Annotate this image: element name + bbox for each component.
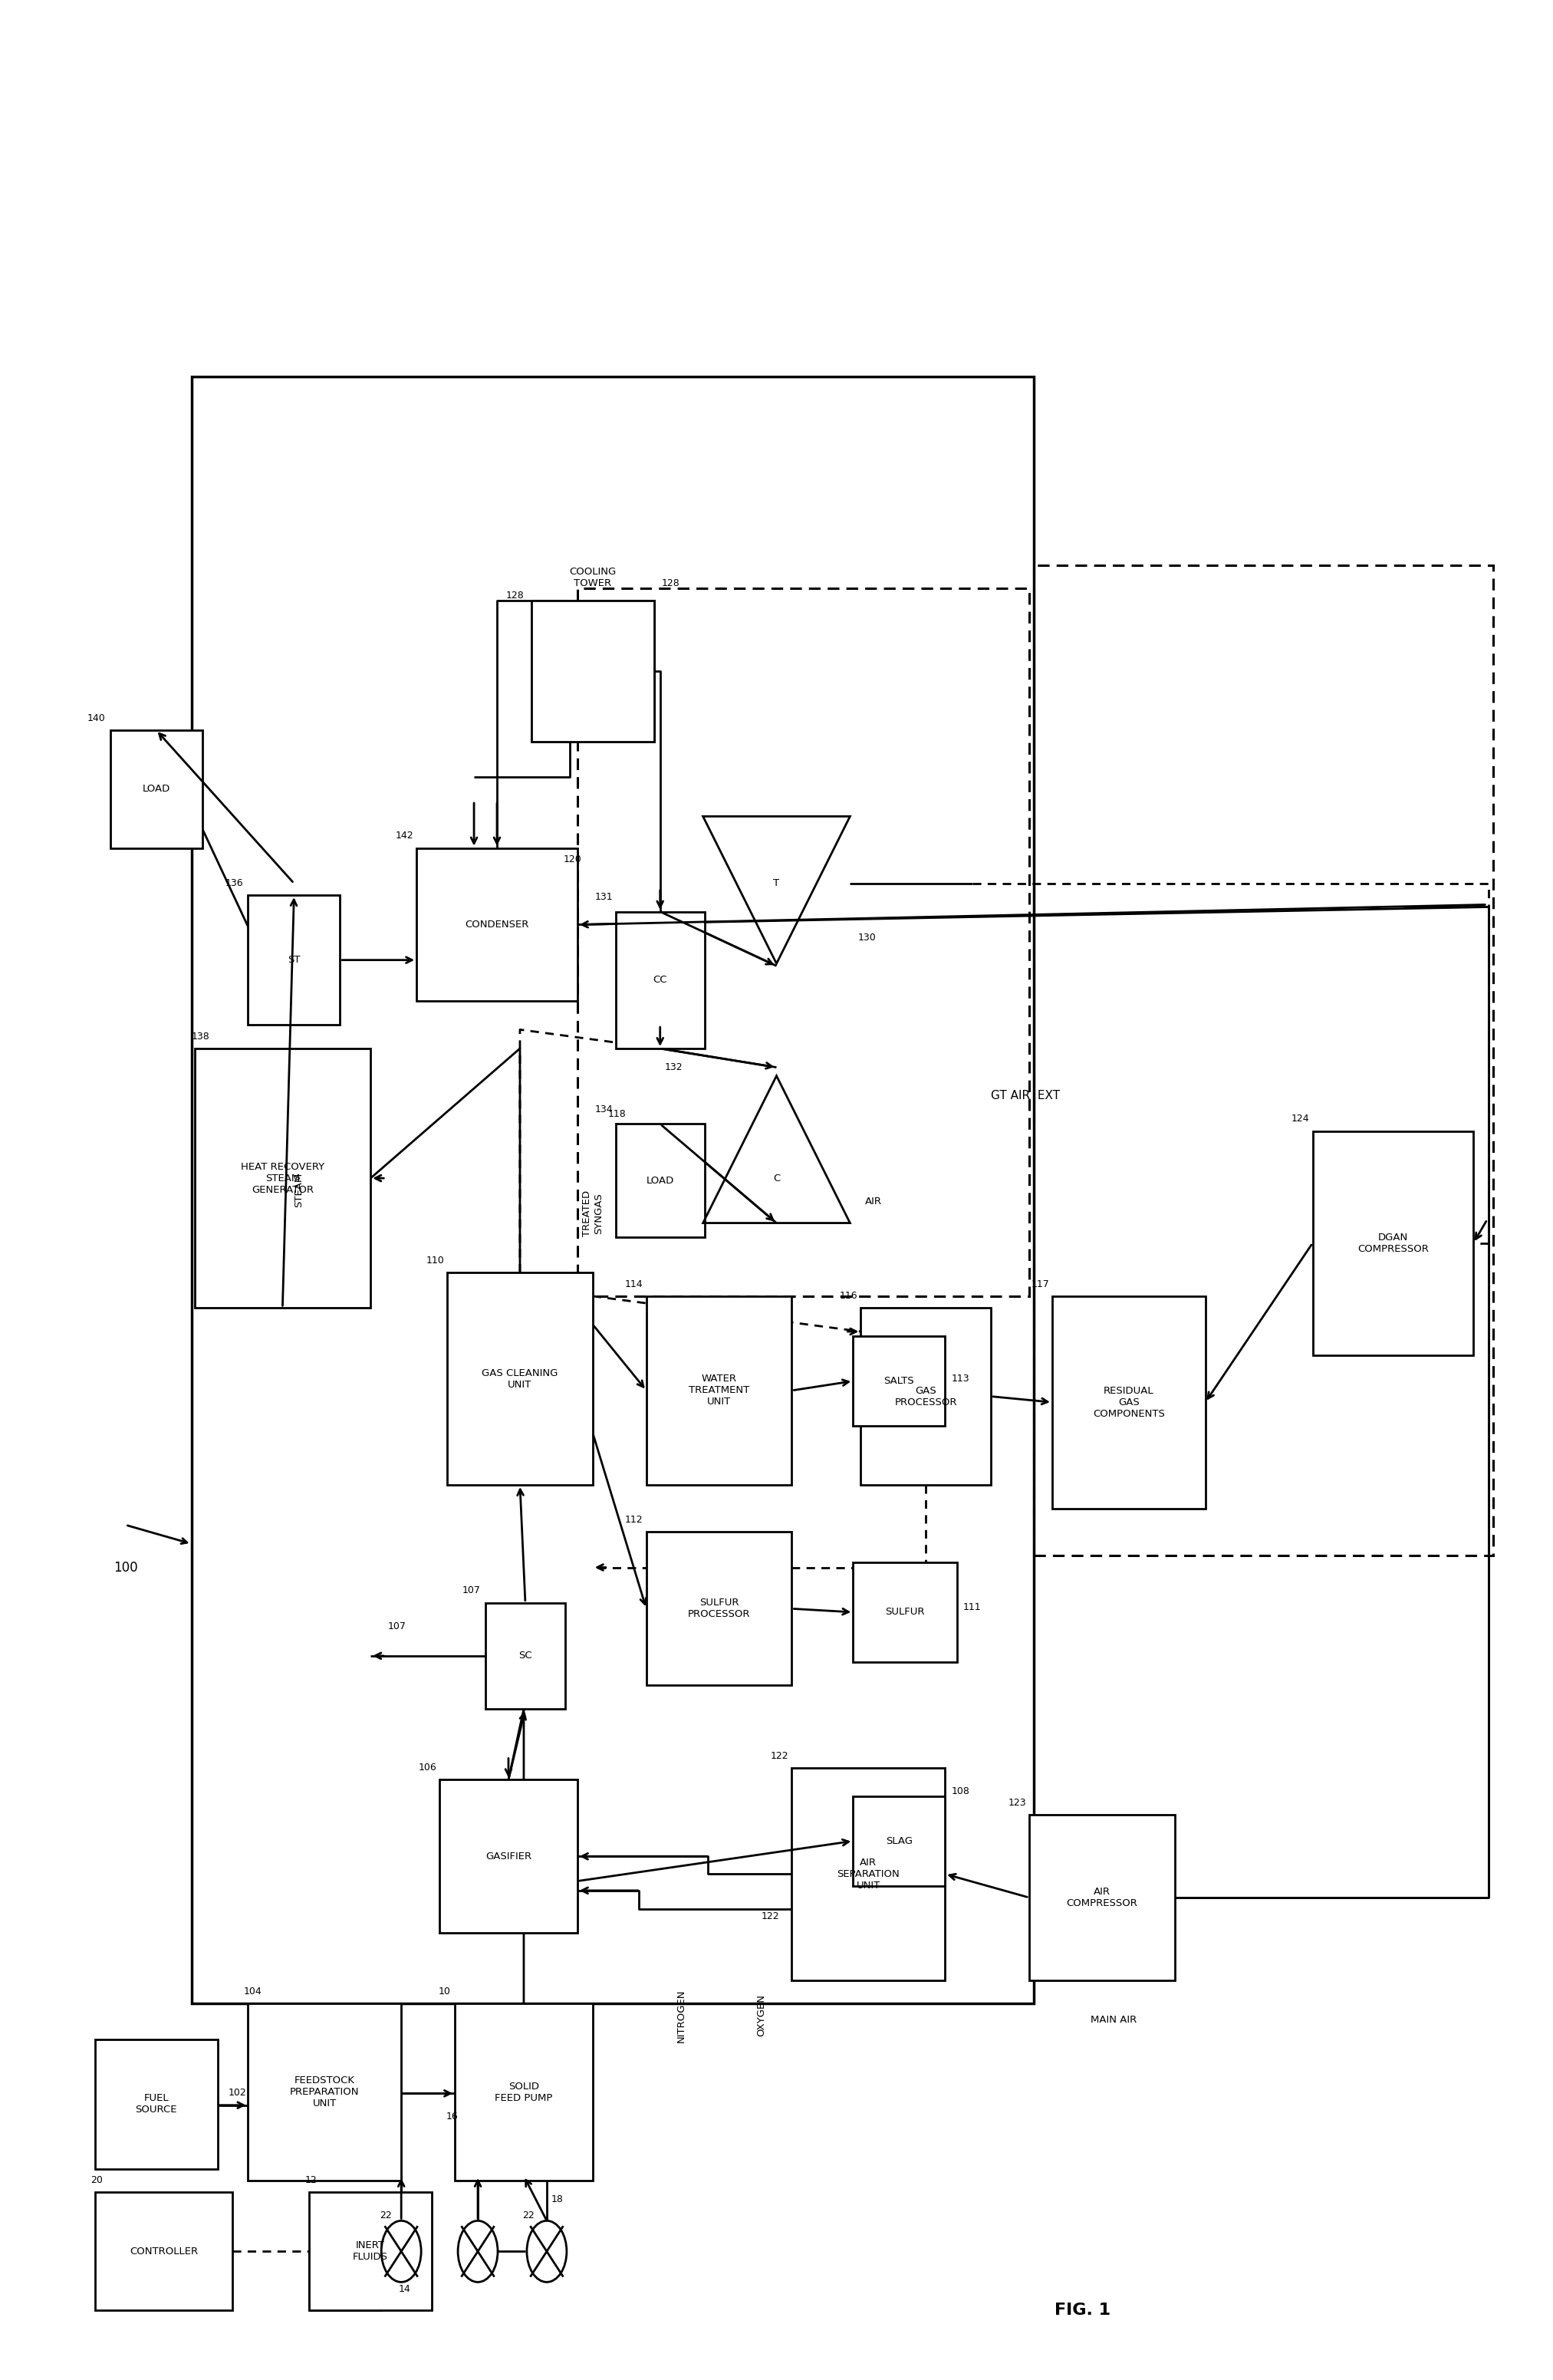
Text: CONDENSER: CONDENSER [464,919,530,931]
Text: 122: 122 [761,1911,780,1921]
Text: 124: 124 [1292,1114,1309,1123]
FancyBboxPatch shape [860,1309,991,1485]
Text: 130: 130 [857,933,876,942]
Text: AIR: AIR [865,1197,882,1207]
FancyBboxPatch shape [309,2192,432,2311]
FancyBboxPatch shape [248,2004,401,2180]
Text: WATER
TREATMENT
UNIT: WATER TREATMENT UNIT [688,1373,750,1407]
Text: ST: ST [287,954,300,964]
Text: CC: CC [652,976,668,985]
Text: 136: 136 [225,878,244,888]
Text: 131: 131 [595,892,612,902]
Text: GASIFIER: GASIFIER [486,1852,531,1861]
Text: 107: 107 [463,1585,481,1595]
Text: 140: 140 [87,714,106,724]
Text: RESIDUAL
GAS
COMPONENTS: RESIDUAL GAS COMPONENTS [1093,1385,1165,1418]
Text: STEAM: STEAM [294,1173,303,1207]
Text: 106: 106 [418,1764,436,1773]
FancyBboxPatch shape [853,1564,957,1661]
Text: 123: 123 [1008,1797,1027,1809]
Text: GAS
PROCESSOR: GAS PROCESSOR [895,1385,957,1407]
Text: FUEL
SOURCE: FUEL SOURCE [135,2094,177,2116]
Text: 117: 117 [1031,1278,1050,1290]
Text: MAIN AIR: MAIN AIR [1090,2016,1137,2025]
Text: 110: 110 [426,1257,444,1266]
FancyBboxPatch shape [853,1335,944,1426]
Text: AIR
COMPRESSOR: AIR COMPRESSOR [1067,1887,1138,1909]
Text: CONTROLLER: CONTROLLER [129,2247,197,2256]
Text: 138: 138 [191,1031,210,1042]
Text: FEEDSTOCK
PREPARATION
UNIT: FEEDSTOCK PREPARATION UNIT [290,2075,359,2109]
Text: 102: 102 [228,2087,247,2099]
Text: SLAG: SLAG [885,1835,913,1847]
Text: SALTS: SALTS [884,1376,915,1385]
Text: 107: 107 [388,1621,405,1630]
FancyBboxPatch shape [95,2040,217,2168]
Text: HEAT RECOVERY
STEAM
GENERATOR: HEAT RECOVERY STEAM GENERATOR [241,1161,325,1195]
FancyBboxPatch shape [95,2192,233,2311]
Text: LOAD: LOAD [143,783,171,795]
Text: 100: 100 [113,1561,138,1573]
FancyBboxPatch shape [248,895,340,1026]
FancyBboxPatch shape [194,1050,371,1309]
Text: 113: 113 [950,1373,969,1383]
Text: 132: 132 [665,1061,683,1071]
FancyBboxPatch shape [439,1780,578,1933]
Text: 20: 20 [90,2175,102,2185]
FancyBboxPatch shape [1053,1297,1205,1509]
Text: AIR
SEPARATION
UNIT: AIR SEPARATION UNIT [837,1856,899,1890]
Text: SULFUR
PROCESSOR: SULFUR PROCESSOR [688,1597,750,1618]
Text: 10: 10 [438,1987,450,1997]
Text: OXYGEN: OXYGEN [756,1994,766,2037]
Text: 16: 16 [446,2111,458,2121]
Text: 104: 104 [244,1987,262,1997]
Text: LOAD: LOAD [646,1176,674,1185]
Text: SULFUR: SULFUR [885,1606,926,1616]
Text: GT AIR  EXT: GT AIR EXT [991,1090,1061,1102]
Text: T: T [773,878,780,888]
Text: FIG. 1: FIG. 1 [1054,2304,1110,2318]
Text: 122: 122 [770,1752,789,1761]
Text: NITROGEN: NITROGEN [677,1990,686,2042]
FancyBboxPatch shape [646,1297,792,1485]
Text: INERT
FLUIDS: INERT FLUIDS [353,2240,388,2261]
Text: 120: 120 [564,854,582,864]
Text: 128: 128 [506,590,523,600]
FancyBboxPatch shape [1030,1816,1174,1980]
Text: 128: 128 [662,578,680,588]
Text: 114: 114 [626,1278,643,1290]
Text: SC: SC [519,1652,533,1661]
Text: 142: 142 [396,831,413,840]
Text: DGAN
COMPRESSOR: DGAN COMPRESSOR [1357,1233,1429,1254]
Text: GAS CLEANING
UNIT: GAS CLEANING UNIT [481,1368,558,1390]
Text: 118: 118 [609,1109,626,1119]
Text: SOLID
FEED PUMP: SOLID FEED PUMP [495,2082,553,2104]
FancyBboxPatch shape [416,847,578,1002]
FancyBboxPatch shape [531,600,654,743]
Text: 18: 18 [551,2194,564,2204]
Text: C: C [773,1173,780,1183]
Text: 111: 111 [963,1602,981,1611]
FancyBboxPatch shape [615,1123,705,1238]
FancyBboxPatch shape [531,600,654,743]
Text: 108: 108 [950,1787,969,1797]
Text: 134: 134 [595,1104,612,1114]
FancyBboxPatch shape [853,1797,944,1885]
Text: 116: 116 [840,1290,857,1302]
FancyBboxPatch shape [646,1533,792,1685]
FancyBboxPatch shape [615,912,705,1050]
Text: 22: 22 [380,2211,391,2221]
Text: 12: 12 [304,2175,317,2185]
Text: 22: 22 [522,2211,534,2221]
Text: TREATED
SYNGAS: TREATED SYNGAS [582,1190,604,1238]
Text: 14: 14 [398,2285,410,2294]
FancyBboxPatch shape [792,1768,944,1980]
FancyBboxPatch shape [1312,1130,1474,1354]
Text: 112: 112 [626,1516,643,1526]
FancyBboxPatch shape [455,2004,593,2180]
FancyBboxPatch shape [447,1273,593,1485]
FancyBboxPatch shape [110,731,202,847]
Text: COOLING
TOWER: COOLING TOWER [570,566,617,588]
FancyBboxPatch shape [486,1602,565,1709]
